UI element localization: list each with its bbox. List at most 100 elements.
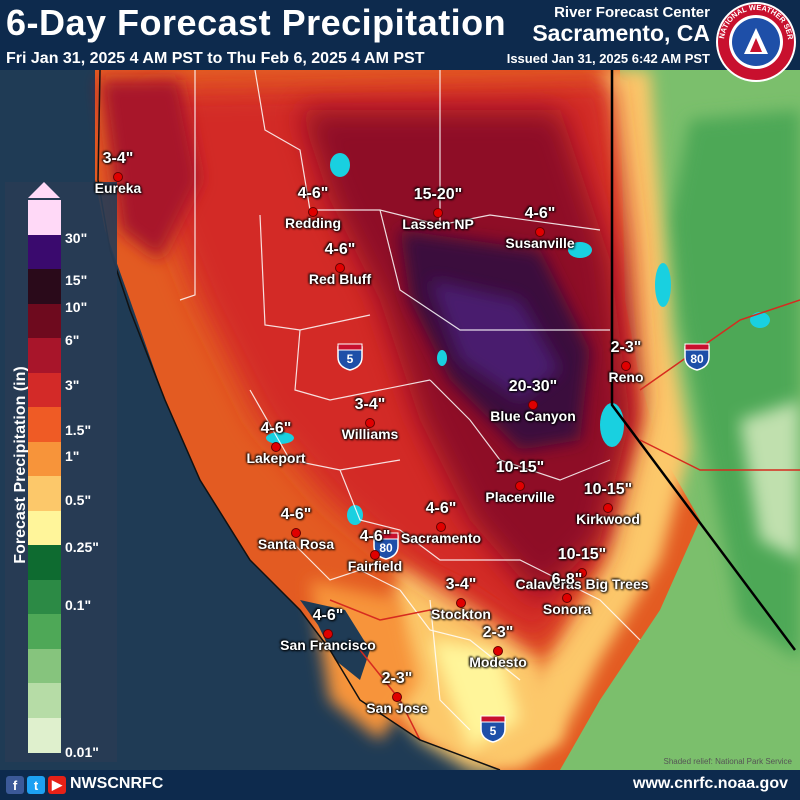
city-name: Santa Rosa: [257, 536, 335, 552]
twitter-icon[interactable]: t: [27, 776, 45, 794]
city-dot: [436, 522, 446, 532]
city-precip-amount: 4-6": [312, 607, 344, 624]
city-dot: [323, 629, 333, 639]
city-precip-amount: 15-20": [413, 186, 463, 203]
lake-tahoe: [600, 403, 624, 447]
issued-time: Issued Jan 31, 2025 6:42 AM PST: [506, 51, 710, 66]
legend-tick-label: 0.5": [65, 492, 92, 508]
city-dot: [308, 207, 318, 217]
interstate-5-north-shield: 5: [337, 343, 363, 371]
legend-tick-label: 3": [65, 377, 80, 393]
page-title: 6-Day Forecast Precipitation: [6, 2, 507, 43]
city-name: San Francisco: [280, 637, 376, 653]
city-name: Lakeport: [246, 450, 306, 466]
footer-bar: [0, 770, 800, 800]
interstate-80-east-shield: 80: [684, 343, 710, 371]
city-precip-amount: 3-4": [354, 396, 386, 413]
social-handle[interactable]: NWSCNRFC: [70, 775, 164, 792]
legend-tick-label: 30": [65, 230, 88, 246]
san-francisco-bay: [300, 600, 370, 680]
city-precip-amount: 4-6": [297, 185, 329, 202]
city-dot: [577, 568, 587, 578]
clear-lake: [266, 432, 294, 444]
city-dot: [433, 208, 443, 218]
legend-tick-label: 1.5": [65, 422, 92, 438]
city-precip-amount: 2-3": [381, 670, 413, 687]
legend-swatch: [28, 269, 61, 304]
legend-swatch: [28, 476, 61, 511]
city-dot: [271, 442, 281, 452]
website-link[interactable]: www.cnrfc.noaa.gov: [633, 775, 788, 792]
legend-swatch: [28, 441, 61, 477]
city-dot: [562, 593, 572, 603]
legend-swatch: [28, 510, 61, 546]
nv-lake: [750, 312, 770, 328]
city-precip-amount: 4-6": [524, 205, 556, 222]
city-precip-amount: 4-6": [425, 500, 457, 517]
legend-swatch: [28, 234, 61, 270]
city-dot: [291, 528, 301, 538]
city-name: Red Bluff: [308, 271, 372, 287]
shasta-lake: [330, 153, 350, 177]
honey-lake: [568, 242, 592, 258]
city-name: San Jose: [366, 700, 428, 716]
city-dot: [535, 227, 545, 237]
city-dot: [493, 646, 503, 656]
city-name: Placerville: [485, 489, 555, 505]
facebook-icon[interactable]: f: [6, 776, 24, 794]
city-name: Kirkwood: [576, 511, 640, 527]
city-precip-amount: 10-15": [583, 481, 633, 498]
interstate-5-south-shield: 5: [480, 715, 506, 743]
legend-tick-label: 10": [65, 299, 88, 315]
city-dot: [515, 481, 525, 491]
city-name: Stockton: [431, 606, 491, 622]
youtube-icon[interactable]: ▶: [48, 776, 66, 794]
legend-tick-label: 0.25": [65, 539, 99, 555]
city-dot: [370, 550, 380, 560]
legend-swatch: [28, 648, 61, 684]
city-name: Sacramento: [400, 530, 482, 546]
lake-berryessa: [347, 505, 363, 525]
city-precip-amount: 3-4": [102, 150, 134, 167]
city-dot: [392, 692, 402, 702]
legend-swatch: [28, 614, 61, 649]
legend-swatch: [28, 303, 61, 339]
city-precip-amount: 10-15": [557, 546, 607, 563]
center-label: River Forecast Center: [554, 4, 710, 21]
legend-swatch: [28, 717, 61, 753]
city-name: Susanville: [505, 235, 575, 251]
city-precip-amount: 4-6": [260, 420, 292, 437]
city-name: Redding: [285, 215, 341, 231]
legend-tick-label: 6": [65, 332, 80, 348]
city-precip-amount: 4-6": [359, 528, 391, 545]
city-name: Sonora: [542, 601, 592, 617]
city-dot: [113, 172, 123, 182]
social-links: f t ▶: [6, 776, 66, 794]
city-precip-amount: 4-6": [324, 241, 356, 258]
legend-tick-label: 1": [65, 448, 80, 464]
city-precip-amount: 4-6": [280, 506, 312, 523]
city-dot: [335, 263, 345, 273]
legend-tick-label: 0.1": [65, 597, 92, 613]
header-bar: [0, 0, 800, 70]
city-dot: [528, 400, 538, 410]
legend: Forecast Precipitation (in) 30" 15" 10" 6" 3…: [5, 182, 117, 762]
county-lines: [179, 69, 641, 731]
city-precip-amount: 20-30": [508, 378, 558, 395]
pyramid-lake: [655, 263, 671, 307]
city-name: Lassen NP: [402, 216, 474, 232]
legend-swatch: [28, 338, 61, 373]
legend-tick-label: 0.01": [65, 744, 99, 760]
legend-arrow: [28, 182, 60, 198]
city-precip-amount: 6-8": [551, 571, 583, 588]
city-dot: [365, 418, 375, 428]
legend-swatch: [28, 545, 61, 580]
legend-swatch: [28, 579, 61, 615]
city-name: Blue Canyon: [490, 408, 576, 424]
city-precip-amount: 2-3": [482, 624, 514, 641]
relief-credit: Shaded relief: National Park Service: [663, 757, 792, 766]
city-precip-amount: 10-15": [495, 459, 545, 476]
city-name: Fairfield: [347, 558, 403, 574]
